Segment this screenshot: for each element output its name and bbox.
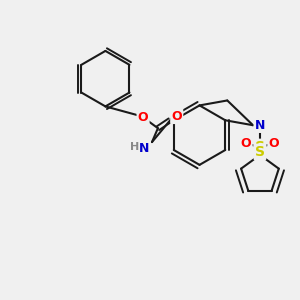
Text: O: O xyxy=(241,136,251,150)
Text: O: O xyxy=(268,136,279,150)
Text: N: N xyxy=(255,119,265,132)
Text: S: S xyxy=(255,140,265,154)
Text: H: H xyxy=(130,142,139,152)
Text: O: O xyxy=(138,111,148,124)
Text: O: O xyxy=(171,110,182,123)
Text: N: N xyxy=(139,142,149,154)
Text: S: S xyxy=(255,145,265,159)
